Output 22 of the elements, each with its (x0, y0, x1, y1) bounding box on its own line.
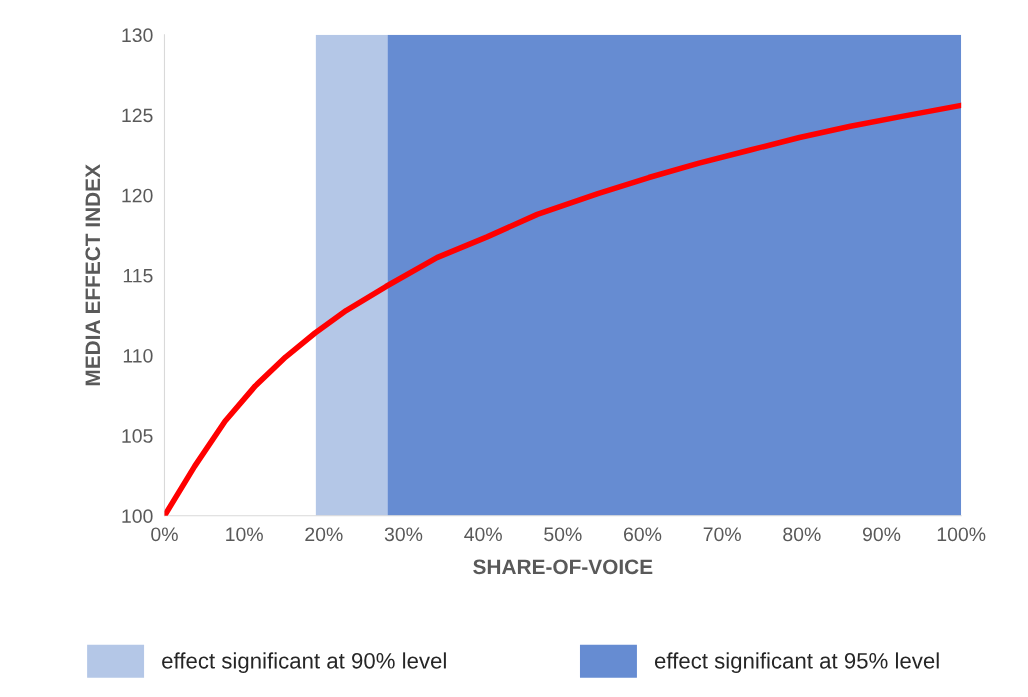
y-tick-label: 100 (122, 509, 153, 524)
x-tick-label: 0% (151, 527, 178, 542)
legend-label: effect significant at 90% level (162, 652, 446, 674)
x-tick-label: 60% (624, 527, 662, 542)
x-tick-label: 100% (937, 527, 986, 542)
x-tick-label: 40% (464, 527, 502, 542)
y-tick-label: 120 (122, 188, 153, 203)
y-tick-label: 105 (122, 429, 153, 443)
y-tick-label: 110 (123, 348, 153, 363)
x-tick-label: 70% (703, 527, 741, 542)
x-tick-label: 90% (862, 527, 901, 542)
y-tick-label: 115 (123, 268, 153, 283)
x-tick-label: 30% (384, 527, 423, 542)
x-tick-label: 50% (544, 527, 582, 542)
x-tick-label: 20% (305, 527, 343, 542)
x-tick-label: 10% (226, 527, 263, 542)
legend-label: effect significant at 95% level (654, 652, 939, 674)
y-tick-label: 125 (122, 108, 153, 123)
x-axis-title: SHARE-OF-VOICE (473, 559, 653, 575)
y-axis-title: MEDIA EFFECT INDEX (85, 164, 101, 386)
x-tick-label: 80% (783, 527, 821, 542)
y-tick-label: 130 (122, 28, 153, 43)
